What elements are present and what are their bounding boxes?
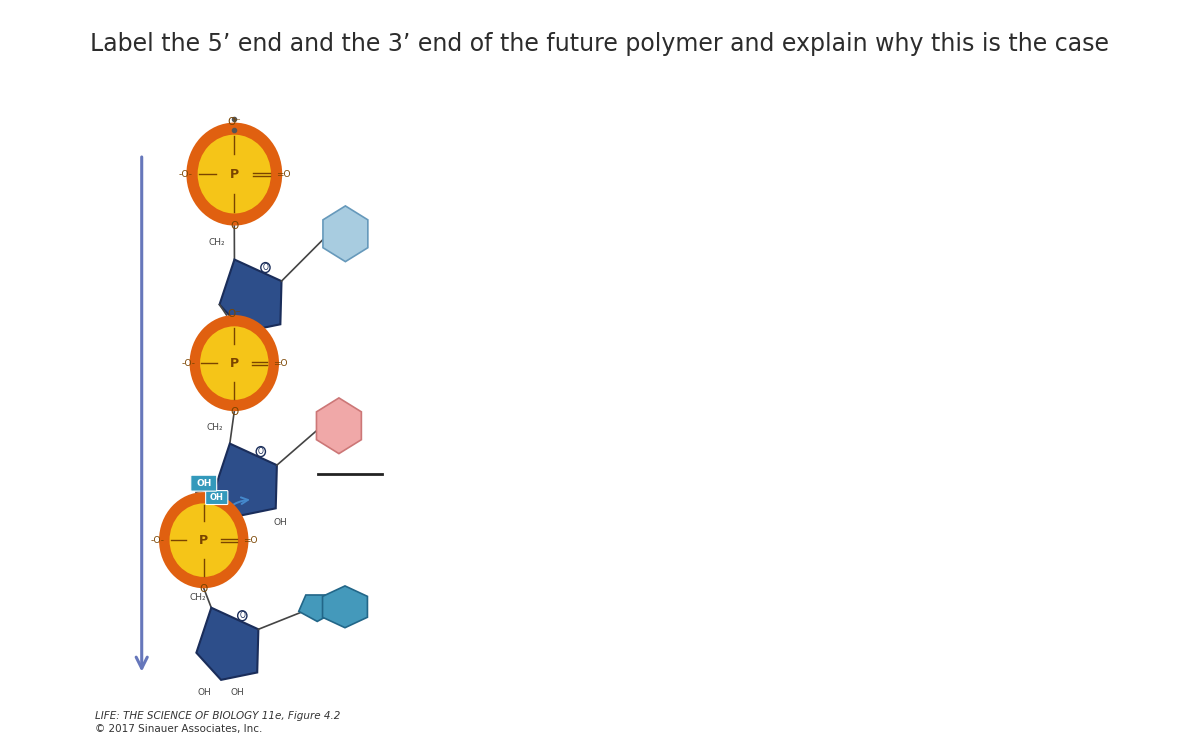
Text: Label the 5’ end and the 3’ end of the future polymer and explain why this is th: Label the 5’ end and the 3’ end of the f… (90, 32, 1110, 56)
Text: OH: OH (274, 518, 287, 527)
Circle shape (238, 611, 247, 620)
Text: O: O (263, 263, 269, 272)
Text: O: O (230, 221, 239, 231)
Text: =O: =O (242, 536, 257, 545)
Text: O⁻: O⁻ (228, 309, 241, 319)
Text: O⁻: O⁻ (228, 117, 241, 127)
Text: © 2017 Sinauer Associates, Inc.: © 2017 Sinauer Associates, Inc. (96, 724, 263, 735)
Text: O: O (239, 611, 245, 620)
Text: P: P (229, 168, 239, 180)
Text: O: O (258, 447, 264, 456)
Text: CH₂: CH₂ (190, 593, 206, 603)
Text: OH: OH (230, 688, 245, 697)
FancyBboxPatch shape (191, 475, 217, 491)
Text: -O-: -O- (179, 169, 193, 179)
Text: OH: OH (254, 339, 268, 349)
Text: CH₂: CH₂ (209, 238, 226, 247)
Text: -O-: -O- (181, 358, 196, 367)
Text: OH: OH (196, 478, 211, 488)
Circle shape (198, 135, 271, 213)
Circle shape (190, 315, 280, 411)
Polygon shape (215, 444, 277, 516)
Polygon shape (197, 608, 258, 680)
Polygon shape (323, 586, 367, 628)
Text: P: P (229, 357, 239, 369)
Text: P: P (199, 534, 209, 547)
Circle shape (200, 326, 269, 400)
Circle shape (260, 263, 270, 272)
Polygon shape (299, 595, 336, 621)
Text: O: O (230, 407, 239, 417)
Circle shape (160, 492, 248, 588)
Circle shape (186, 123, 282, 225)
Circle shape (256, 447, 265, 456)
Text: LIFE: THE SCIENCE OF BIOLOGY 11e, Figure 4.2: LIFE: THE SCIENCE OF BIOLOGY 11e, Figure… (96, 711, 341, 721)
FancyBboxPatch shape (205, 491, 228, 504)
Text: O: O (199, 584, 208, 594)
Text: =O: =O (276, 169, 290, 179)
Text: OH: OH (221, 339, 234, 349)
Polygon shape (323, 206, 368, 261)
Circle shape (169, 503, 238, 577)
Text: OH: OH (210, 493, 223, 502)
Text: OH: OH (198, 688, 211, 697)
Text: CH₂: CH₂ (206, 423, 223, 432)
Polygon shape (220, 260, 282, 332)
Polygon shape (317, 398, 361, 453)
Text: =O: =O (274, 358, 288, 367)
Text: -O-: -O- (151, 536, 164, 545)
